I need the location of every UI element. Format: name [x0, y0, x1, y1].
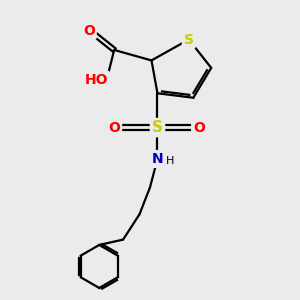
Text: HO: HO [85, 73, 108, 87]
Text: S: S [184, 32, 194, 46]
Text: O: O [108, 121, 120, 135]
Text: O: O [83, 24, 95, 38]
Text: H: H [166, 156, 174, 166]
Text: S: S [152, 120, 163, 135]
Text: N: N [152, 152, 163, 166]
Text: O: O [193, 121, 205, 135]
